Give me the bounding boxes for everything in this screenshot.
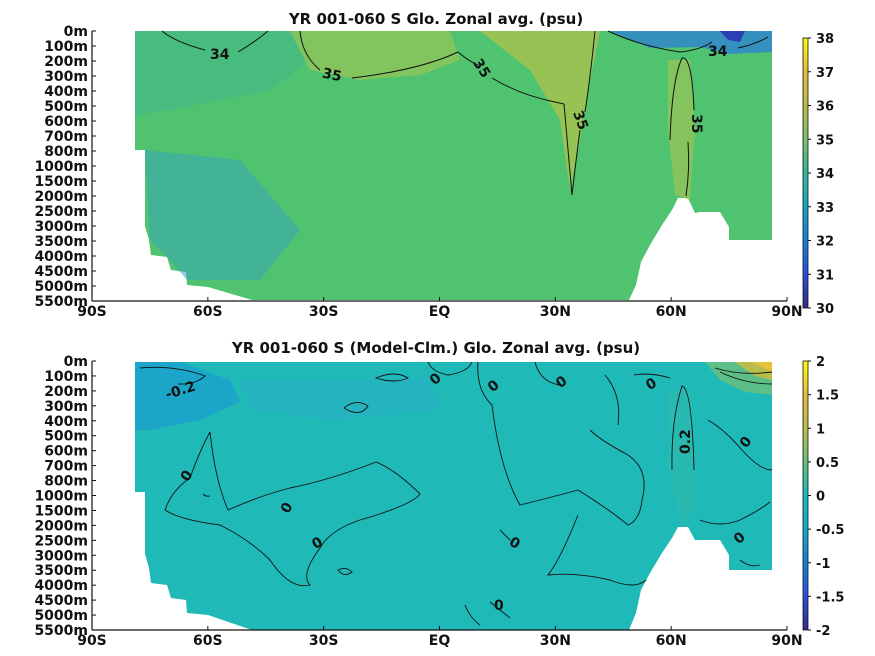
x-tick-label: 30S — [309, 633, 339, 649]
bottom-ocean-field — [135, 362, 772, 630]
y-tick-label: 100m — [44, 369, 88, 385]
y-tick-label: 2500m — [34, 204, 88, 220]
colorbar-tick-label: 1.5 — [816, 389, 839, 404]
y-tick-label: 300m — [44, 69, 88, 85]
y-tick-label: 800m — [44, 144, 88, 160]
y-tick-label: 4000m — [34, 578, 88, 594]
top-contour-label: 35 — [688, 114, 704, 133]
y-tick-label: 4500m — [34, 593, 88, 609]
y-tick-label: 3500m — [34, 563, 88, 579]
colorbar-tick-label: 2 — [816, 355, 825, 370]
y-tick-label: 500m — [44, 99, 88, 115]
x-tick-label: 90S — [77, 633, 107, 649]
y-tick-label: 1000m — [34, 159, 88, 175]
y-tick-label: 3000m — [34, 219, 88, 235]
bottom-colorbar — [802, 360, 809, 631]
colorbar-tick-label: 35 — [816, 133, 834, 148]
top-contour-label: 35 — [321, 65, 343, 85]
y-tick-label: 1000m — [34, 489, 88, 505]
bottom-colorbar-ticks: 2 1.5 1 0.5 0 -0.5 -1 -1.5 -2 — [808, 355, 844, 639]
x-tick-label: 90N — [771, 304, 802, 320]
colorbar-tick-label: 32 — [816, 235, 834, 250]
y-tick-label: 300m — [44, 399, 88, 415]
colorbar-tick-label: -2 — [816, 624, 830, 639]
bottom-contour-label: 0 — [494, 598, 504, 614]
colorbar-tick-label: -1 — [816, 557, 830, 572]
colorbar-tick-label: 0.5 — [816, 456, 839, 471]
y-tick-label: 2000m — [34, 189, 88, 205]
bottom-contour-label: 0.2 — [678, 429, 694, 454]
x-tick-label: EQ — [429, 633, 451, 649]
y-tick-label: 600m — [44, 444, 88, 460]
top-contour-label: 34 — [210, 47, 230, 63]
top-contour-label: 34 — [708, 44, 728, 60]
y-tick-label: 3000m — [34, 548, 88, 564]
x-tick-label: 60N — [656, 633, 687, 649]
x-tick-label: EQ — [429, 304, 451, 320]
y-tick-label: 1500m — [34, 174, 88, 190]
y-tick-label: 800m — [44, 474, 88, 490]
colorbar-tick-label: 0 — [816, 490, 825, 505]
y-tick-label: 4500m — [34, 264, 88, 280]
y-tick-label: 100m — [44, 39, 88, 55]
y-tick-label: 400m — [44, 84, 88, 100]
top-x-ticks: 90S 60S 30S EQ 30N 60N 90N — [77, 297, 803, 320]
y-tick-label: 2000m — [34, 518, 88, 534]
y-tick-label: 4000m — [34, 249, 88, 265]
colorbar-tick-label: 37 — [816, 66, 834, 81]
y-tick-label: 200m — [44, 54, 88, 70]
colorbar-tick-label: -0.5 — [816, 523, 844, 538]
y-tick-label: 600m — [44, 114, 88, 130]
top-contour-label: 35 — [569, 109, 591, 133]
colorbar-tick-label: 33 — [816, 201, 834, 216]
x-tick-label: 30N — [540, 633, 571, 649]
bottom-y-ticks: 0m100m200m300m400m500m600m700m800m1000m1… — [34, 354, 96, 639]
y-tick-label: 5000m — [34, 608, 88, 624]
y-tick-label: 500m — [44, 429, 88, 445]
y-tick-label: 700m — [44, 459, 88, 475]
y-tick-label: 5500m — [34, 623, 88, 639]
y-tick-label: 1500m — [34, 503, 88, 519]
x-tick-label: 60S — [193, 304, 223, 320]
colorbar-tick-label: 1 — [816, 422, 825, 437]
y-tick-label: 400m — [44, 414, 88, 430]
colorbar-tick-label: 38 — [816, 32, 834, 47]
top-plot: 34 35 35 35 35 34 — [135, 30, 772, 300]
x-tick-label: 30S — [309, 304, 339, 320]
colorbar-tick-label: 36 — [816, 100, 834, 115]
y-tick-label: 200m — [44, 384, 88, 400]
y-tick-label: 0m — [64, 354, 88, 370]
x-tick-label: 60N — [656, 304, 687, 320]
top-colorbar — [802, 37, 809, 309]
y-tick-label: 5500m — [34, 294, 88, 310]
colorbar-tick-label: 30 — [816, 302, 834, 317]
y-tick-label: 3500m — [34, 234, 88, 250]
x-tick-label: 30N — [540, 304, 571, 320]
y-tick-label: 700m — [44, 129, 88, 145]
top-colorbar-ticks: 38 37 36 35 34 33 32 31 30 — [808, 32, 834, 317]
bottom-x-ticks: 90S 60S 30S EQ 30N 60N 90N — [77, 626, 803, 649]
x-tick-label: 60S — [193, 633, 223, 649]
bottom-plot: -0.2 0 0 0 0 0.2 0 0 0 0 0 0 0 — [135, 361, 773, 630]
colorbar-tick-label: 31 — [816, 268, 834, 283]
y-tick-label: 5000m — [34, 279, 88, 295]
x-tick-label: 90N — [771, 633, 802, 649]
top-title: YR 001-060 S Glo. Zonal avg. (psu) — [288, 10, 583, 28]
colorbar-tick-label: 34 — [816, 167, 834, 182]
x-tick-label: 90S — [77, 304, 107, 320]
colorbar-tick-label: -1.5 — [816, 590, 844, 605]
bottom-title: YR 001-060 S (Model-Clm.) Glo. Zonal avg… — [231, 339, 640, 357]
top-y-ticks: 0m100m200m300m400m500m600m700m800m1000m1… — [34, 24, 96, 310]
y-tick-label: 0m — [64, 24, 88, 40]
y-tick-label: 2500m — [34, 533, 88, 549]
